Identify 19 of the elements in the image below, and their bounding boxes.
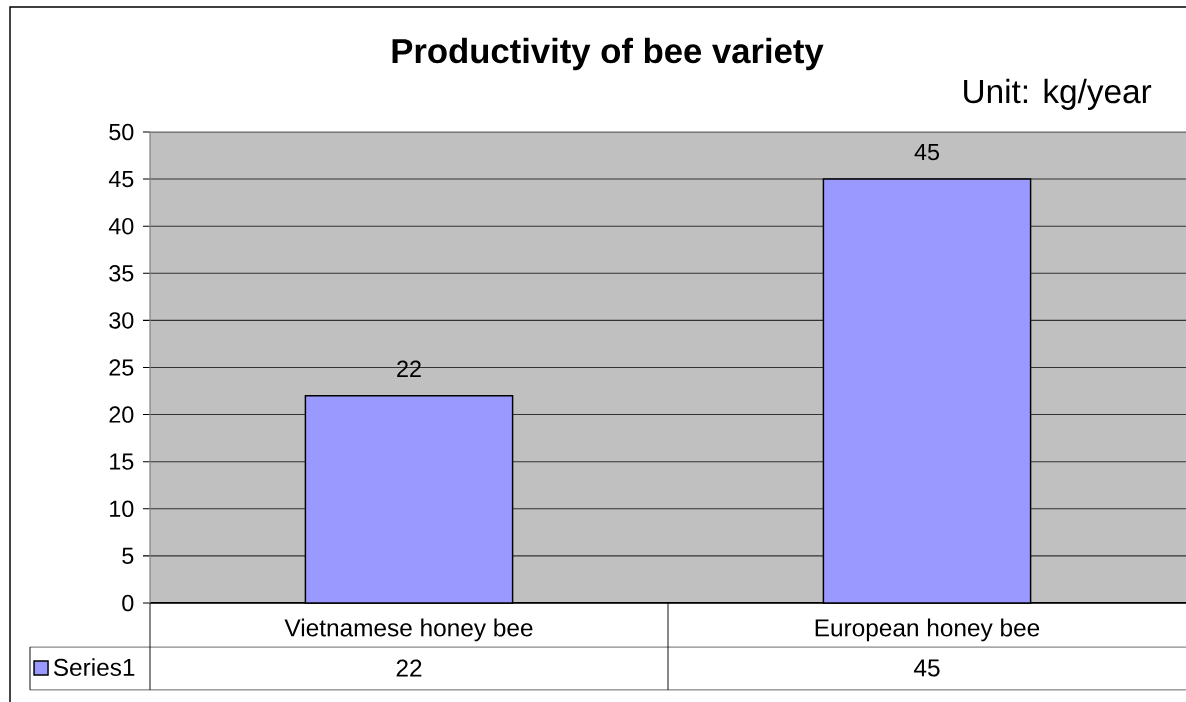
data-label: 22 (396, 659, 422, 677)
y-tick-label: 5 (122, 547, 134, 565)
y-tick-label: 10 (110, 500, 134, 518)
y-tick-label: 25 (109, 359, 134, 376)
y-tick-label: 0 (122, 594, 134, 612)
y-tick-label: 30 (109, 312, 134, 329)
data-label: 45 (914, 659, 940, 677)
annotation: 45 (914, 143, 939, 161)
y-tick-label: 15 (110, 453, 134, 470)
y-tick-label: 40 (108, 217, 134, 235)
chart-title: Productivity of bee variety (392, 37, 824, 71)
x-tick-label: European honey bee (815, 618, 1040, 642)
y-tick-label: 50 (109, 123, 134, 141)
legend-label: Series1 (53, 658, 135, 677)
x-tick-label: Vietnamese honey bee (284, 618, 533, 642)
y-tick-label: 35 (109, 265, 134, 282)
y-tick-label: 45 (108, 170, 134, 188)
y-tick-label: 20 (109, 406, 134, 423)
chart-subtitle: Unit: kg/year (964, 78, 1152, 110)
